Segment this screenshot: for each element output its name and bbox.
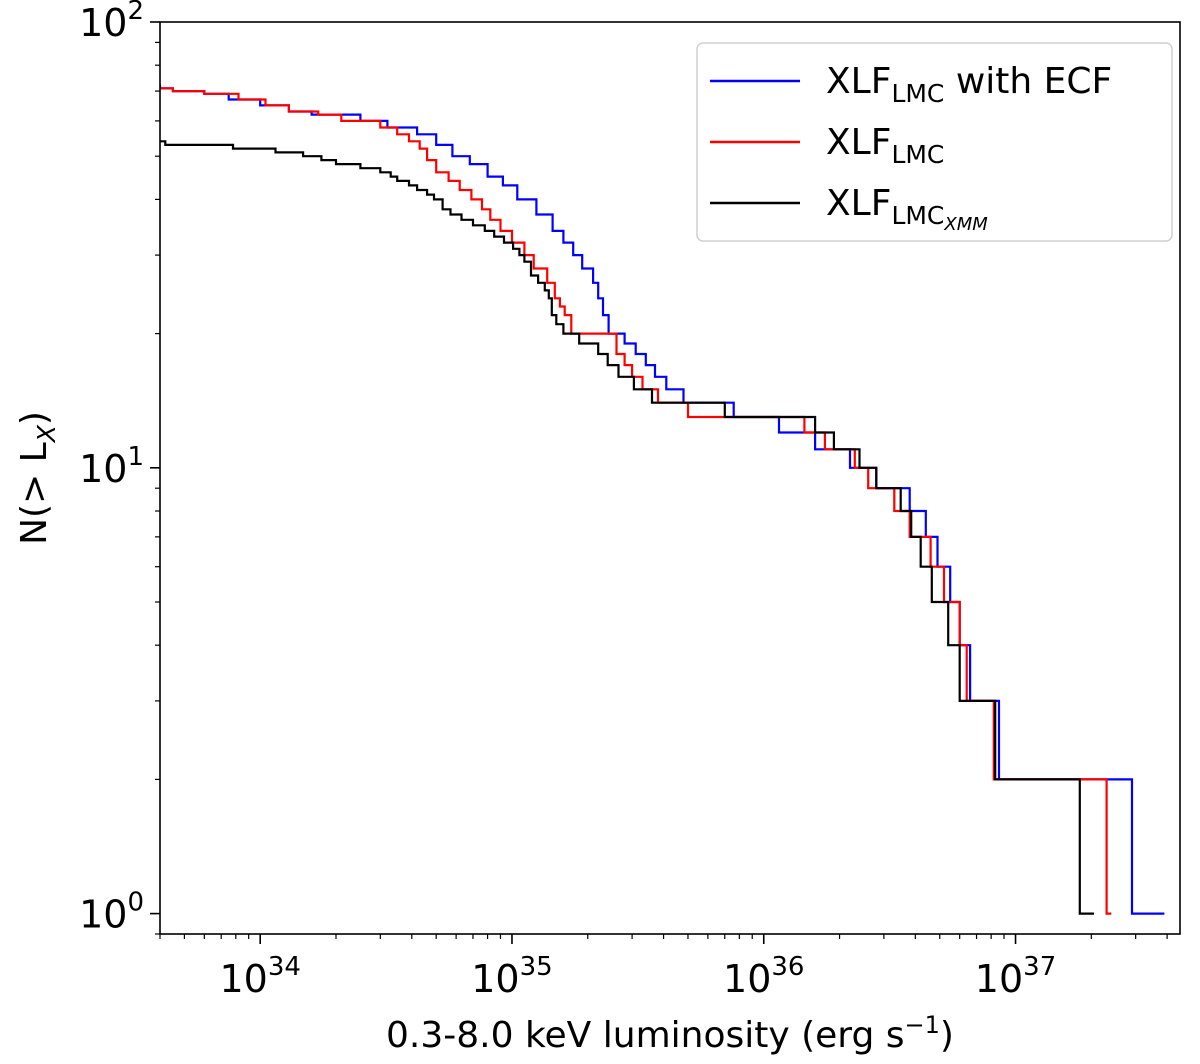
y-tick-label: 101 xyxy=(79,442,144,491)
x-tick-label: 1035 xyxy=(471,952,552,1001)
series-line-1 xyxy=(160,87,1112,915)
legend-entry-xlf-lmc-ecf: XLFLMC with ECF xyxy=(826,61,1112,108)
x-tick-label: 1037 xyxy=(975,952,1056,1001)
x-tick-label: 1034 xyxy=(219,952,300,1001)
series-line-2 xyxy=(160,140,1094,915)
ticks-layer: 1034 1035 1036 1037 100 101 102 xyxy=(79,0,1168,1001)
series-layer xyxy=(160,84,1165,915)
legend-entry-xlf-lmc-xmm: XLFLMCXMM xyxy=(826,183,988,235)
legend-entry-xlf-lmc: XLFLMC xyxy=(826,122,944,169)
y-tick-label: 102 xyxy=(79,0,144,45)
y-axis-label: N(> LX) xyxy=(14,411,61,545)
x-axis-label: 0.3-8.0 keV luminosity (erg s−1) xyxy=(386,1011,954,1056)
y-tick-label: 100 xyxy=(79,888,144,937)
x-tick-label: 1036 xyxy=(723,952,804,1001)
legend-box xyxy=(696,42,1173,242)
legend: XLFLMC with ECF XLFLMC XLFLMCXMM xyxy=(696,42,1173,242)
series-line-0 xyxy=(160,84,1165,915)
axes-frame xyxy=(159,21,1181,935)
